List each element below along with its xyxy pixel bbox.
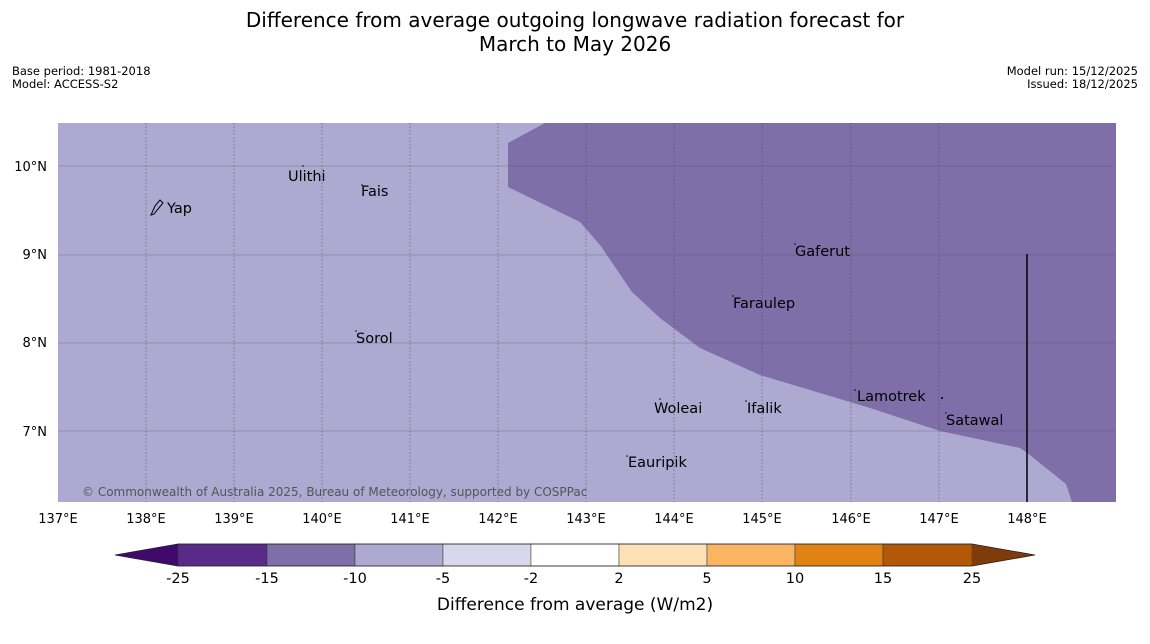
yap-island-shape [150,199,164,216]
copyright-notice: © Commonwealth of Australia 2025, Bureau… [82,485,587,499]
island-dot [854,389,856,391]
colorbar-segment [354,543,444,567]
colorbar-extend-low [115,544,178,566]
colorbar-segment [706,543,796,567]
meta-right: Model run: 15/12/2025 Issued: 18/12/2025 [1007,65,1138,91]
lon-tick-137e: 137°E [38,512,78,527]
grid-meridians [145,123,940,502]
colorbar-title: Difference from average (W/m2) [437,595,713,615]
anomaly-region-minus10-to-minus15 [508,123,1116,502]
lon-tick-142e: 142°E [478,512,518,527]
lon-ticks: 137°E 138°E 139°E 140°E 141°E 142°E 143°… [38,512,1047,527]
lat-tick-7n: 7°N [23,425,48,440]
place-ulithi: Ulithi [288,169,326,185]
colorbar-label: 10 [786,571,804,587]
lon-tick-140e: 140°E [302,512,342,527]
place-satawal: Satawal [946,413,1003,429]
colorbar-segment [882,543,973,567]
model-name: Model: ACCESS-S2 [12,77,119,91]
lat-tick-9n: 9°N [23,248,48,263]
colorbar-segment [177,543,268,567]
colorbar-label: -25 [166,571,190,587]
lat-tick-10n: 10°N [14,160,47,175]
island-dot [355,330,357,332]
place-yap: Yap [166,201,192,217]
colorbar-label: 15 [874,571,892,587]
island-dot [732,295,734,297]
issued-date: Issued: 18/12/2025 [1027,77,1138,91]
colorbar-labels: -25 -15 -10 -5 -2 2 5 10 15 25 [166,571,981,587]
island-dot [794,243,796,245]
meta-left: Base period: 1981-2018 Model: ACCESS-S2 [12,65,151,91]
place-gaferut: Gaferut [795,244,850,260]
place-eauripik: Eauripik [628,455,687,471]
colorbar-label: -15 [255,571,279,587]
colorbar-label: 5 [702,571,711,587]
colorbar-segment [530,543,620,567]
colorbar-label: -10 [343,571,367,587]
chart-title: Difference from average outgoing longwav… [0,8,1150,56]
island-dots [302,165,947,457]
place-faraulep: Faraulep [733,296,795,312]
title-line-2: March to May 2026 [478,32,672,56]
lon-tick-147e: 147°E [919,512,959,527]
colorbar-label: -5 [436,571,450,587]
lon-tick-139e: 139°E [214,512,254,527]
lon-tick-138e: 138°E [126,512,166,527]
island-dot [302,165,304,167]
lon-tick-143e: 143°E [566,512,606,527]
colorbar-label: 25 [963,571,981,587]
colorbar-label: 2 [614,571,623,587]
lat-tick-8n: 8°N [23,336,48,351]
island-dot [745,400,747,402]
colorbar-extend-high [972,544,1035,566]
title-line-1: Difference from average outgoing longwav… [245,8,905,32]
lon-tick-141e: 141°E [390,512,430,527]
lon-tick-145e: 145°E [742,512,782,527]
lon-tick-146e: 146°E [831,512,871,527]
model-run: Model run: 15/12/2025 [1006,64,1138,78]
colorbar-label: -2 [524,571,538,587]
island-dot [659,398,661,400]
place-sorol: Sorol [356,331,393,347]
island-dot [361,184,363,186]
colorbar-segment [618,543,708,567]
island-dot [626,455,628,457]
base-period: Base period: 1981-2018 [12,64,151,78]
island-dot [945,412,947,414]
colorbar-segment [442,543,532,567]
colorbar [114,543,1036,567]
place-lamotrek: Lamotrek [857,389,926,405]
colorbar-segment [266,543,356,567]
lon-tick-144e: 144°E [654,512,694,527]
place-woleai: Woleai [654,401,702,417]
lon-tick-148e: 148°E [1007,512,1047,527]
colorbar-outline [114,543,1036,567]
place-fais: Fais [361,184,388,200]
colorbar-segment [794,543,884,567]
island-dot [941,397,943,399]
place-ifalik: Ifalik [747,401,782,417]
